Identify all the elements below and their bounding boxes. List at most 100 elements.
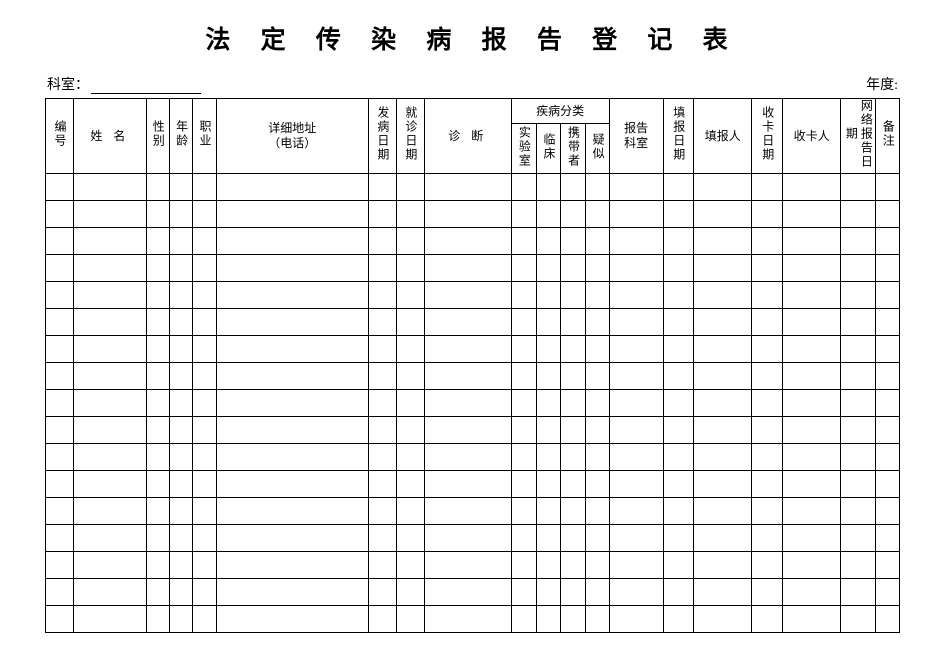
table-cell [396,444,424,471]
table-cell [782,255,840,282]
table-cell [169,201,192,228]
table-cell [537,498,560,525]
col-age: 年龄 [169,99,192,174]
table-cell [193,471,216,498]
table-cell [193,336,216,363]
table-cell [169,444,192,471]
table-cell [752,444,782,471]
table-cell [586,579,609,606]
table-cell [511,309,537,336]
table-cell [609,228,663,255]
table-cell [396,282,424,309]
table-cell [560,174,586,201]
table-cell [876,336,900,363]
table-cell [511,336,537,363]
table-cell [609,498,663,525]
table-cell [560,606,586,633]
table-cell [876,282,900,309]
table-cell [782,174,840,201]
table-cell [663,606,693,633]
table-cell [663,363,693,390]
table-cell [663,471,693,498]
table-cell [396,606,424,633]
table-cell [876,444,900,471]
table-cell [511,174,537,201]
table-cell [752,363,782,390]
table-cell [694,606,752,633]
table-cell [216,552,368,579]
meta-left: 科室： [47,74,201,94]
table-cell [782,336,840,363]
table-cell [46,201,74,228]
table-row [46,255,900,282]
table-cell [169,228,192,255]
table-cell [146,552,169,579]
table-cell [560,282,586,309]
table-cell [782,606,840,633]
table-cell [609,363,663,390]
table-cell [368,363,396,390]
table-cell [609,309,663,336]
table-cell [193,579,216,606]
table-cell [841,498,876,525]
table-cell [74,417,147,444]
table-cell [511,525,537,552]
table-cell [752,606,782,633]
table-cell [876,606,900,633]
table-cell [368,417,396,444]
table-cell [663,174,693,201]
table-cell [663,498,693,525]
table-cell [193,363,216,390]
table-cell [876,201,900,228]
table-cell [46,228,74,255]
table-cell [74,444,147,471]
table-cell [74,201,147,228]
table-body [46,174,900,633]
col-remark: 备注 [876,99,900,174]
table-cell [46,606,74,633]
table-row [46,390,900,417]
table-cell [396,552,424,579]
table-cell [560,309,586,336]
table-cell [694,174,752,201]
table-cell [146,498,169,525]
table-cell [46,336,74,363]
table-cell [663,309,693,336]
col-receiver: 收卡人 [782,99,840,174]
table-cell [74,363,147,390]
table-row [46,552,900,579]
table-cell [876,174,900,201]
table-cell [511,390,537,417]
table-cell [841,363,876,390]
table-cell [216,228,368,255]
table-cell [560,498,586,525]
table-cell [841,552,876,579]
table-cell [663,336,693,363]
table-cell [511,498,537,525]
table-cell [368,552,396,579]
table-cell [169,309,192,336]
table-cell [424,390,511,417]
table-cell [841,255,876,282]
table-cell [396,255,424,282]
table-cell [586,390,609,417]
table-cell [694,255,752,282]
table-cell [752,498,782,525]
table-cell [216,444,368,471]
table-cell [511,282,537,309]
table-cell [46,174,74,201]
table-cell [586,498,609,525]
table-cell [146,255,169,282]
table-cell [752,471,782,498]
table-cell [841,579,876,606]
table-cell [368,579,396,606]
table-cell [169,552,192,579]
table-cell [396,174,424,201]
col-sex: 性别 [146,99,169,174]
table-cell [841,525,876,552]
table-cell [511,228,537,255]
table-cell [876,579,900,606]
table-cell [537,309,560,336]
table-cell [74,525,147,552]
col-name: 姓 名 [74,99,147,174]
